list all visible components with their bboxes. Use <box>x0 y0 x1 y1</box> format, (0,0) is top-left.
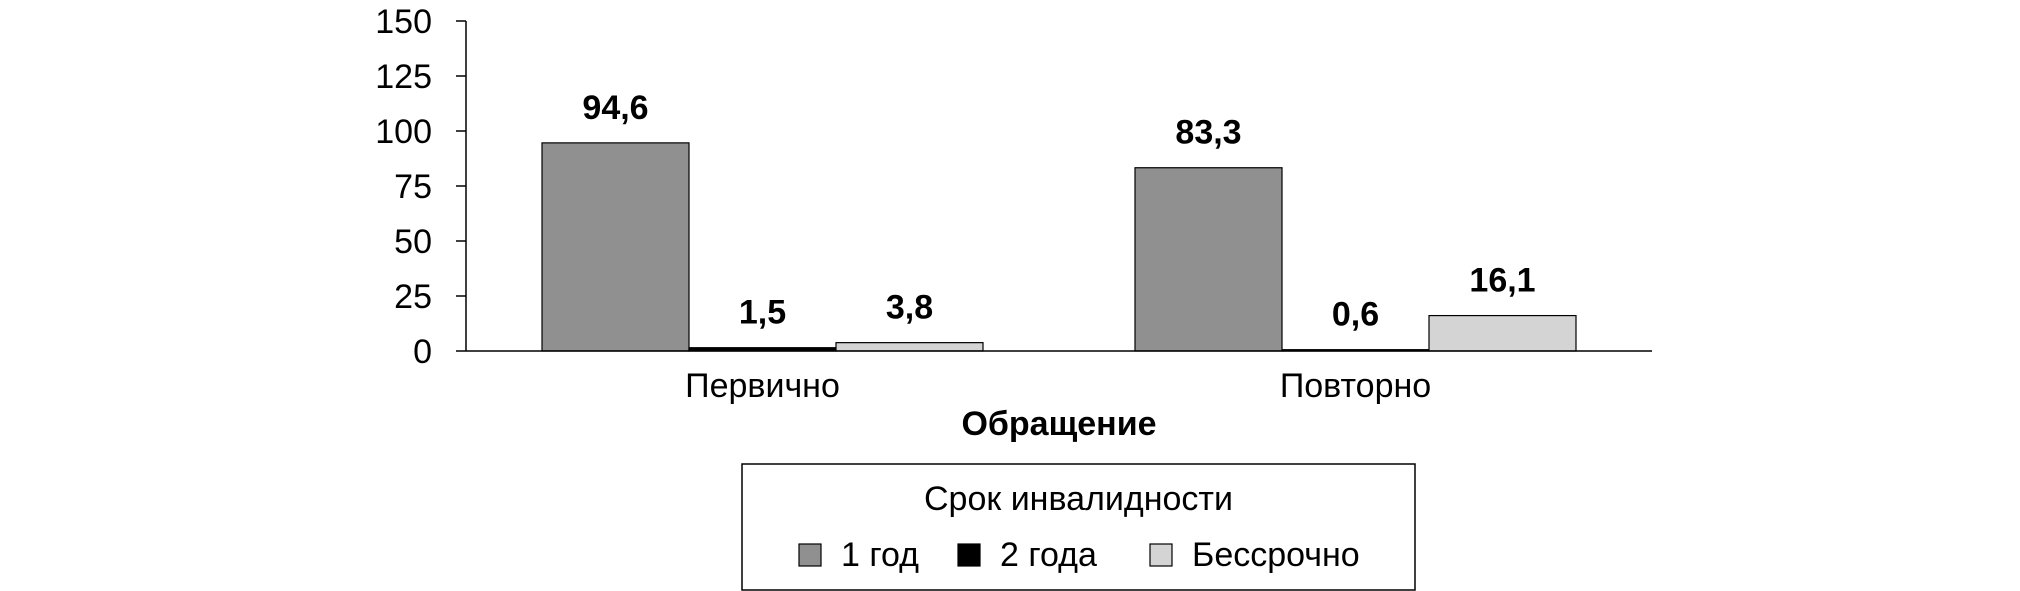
data-label: 94,6 <box>582 89 648 127</box>
x-axis-title: Обращение <box>961 405 1156 443</box>
legend-swatch <box>957 543 981 567</box>
y-tick-label: 50 <box>394 223 432 261</box>
legend-label: 1 год <box>841 536 919 574</box>
data-label: 3,8 <box>886 289 933 327</box>
y-tick-label: 125 <box>375 58 432 96</box>
legend-items: 1 год 2 года Бессрочно <box>798 536 1360 574</box>
y-tick-label: 25 <box>394 278 432 316</box>
legend-label: 2 года <box>1000 536 1097 574</box>
x-axis: Первично Повторно <box>466 350 1652 405</box>
y-tick-label: 100 <box>375 113 432 151</box>
bar-2-1 <box>1134 167 1283 352</box>
legend-box <box>741 463 1416 591</box>
legend-swatch <box>1149 543 1173 567</box>
legend: Срок инвалидности 1 год 2 года Бессрочно <box>741 463 1416 591</box>
legend-title: Срок инвалидности <box>924 480 1233 518</box>
y-tick-label: 150 <box>375 3 432 41</box>
bar-1-3 <box>835 342 984 352</box>
data-label: 16,1 <box>1469 262 1535 300</box>
legend-label: Бессрочно <box>1192 536 1360 574</box>
data-label: 0,6 <box>1332 296 1379 334</box>
legend-swatch <box>798 543 822 567</box>
x-tick-label: Первично <box>685 367 840 405</box>
y-axis: 0 25 50 75 100 125 150 <box>375 3 467 371</box>
y-tick-label: 0 <box>413 333 432 371</box>
bars: 94,6 1,5 3,8 83,3 0,6 16,1 <box>541 89 1577 352</box>
data-label: 83,3 <box>1175 114 1241 152</box>
bar-2-3 <box>1428 314 1577 352</box>
bar-1-1 <box>541 142 690 352</box>
x-tick-label: Повторно <box>1280 367 1431 405</box>
y-tick-label: 75 <box>394 168 432 206</box>
data-label: 1,5 <box>739 294 786 332</box>
